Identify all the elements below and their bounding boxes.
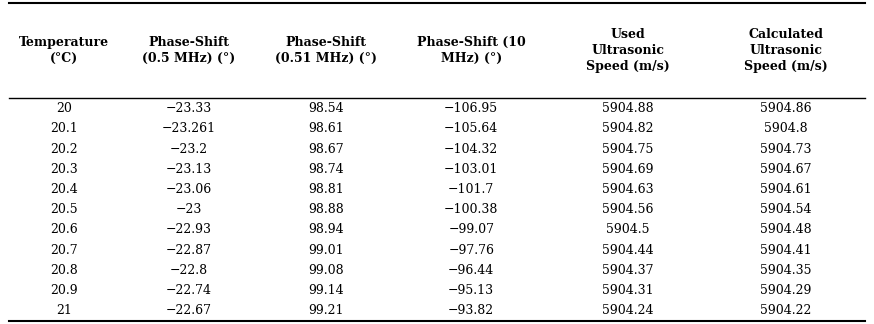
- Text: −104.32: −104.32: [444, 143, 498, 156]
- Text: 98.67: 98.67: [308, 143, 343, 156]
- Text: 5904.41: 5904.41: [760, 244, 812, 257]
- Text: 5904.75: 5904.75: [602, 143, 653, 156]
- Text: 5904.35: 5904.35: [760, 264, 812, 277]
- Text: 98.61: 98.61: [308, 122, 343, 135]
- Text: 99.14: 99.14: [308, 284, 343, 297]
- Text: −23.33: −23.33: [165, 102, 212, 115]
- Text: −23.261: −23.261: [162, 122, 216, 135]
- Text: 5904.24: 5904.24: [602, 304, 654, 317]
- Text: 98.88: 98.88: [308, 203, 343, 216]
- Text: −103.01: −103.01: [444, 163, 498, 176]
- Text: 5904.8: 5904.8: [764, 122, 808, 135]
- Text: −22.93: −22.93: [165, 223, 212, 236]
- Text: 5904.37: 5904.37: [602, 264, 654, 277]
- Text: Phase-Shift
(0.51 MHz) (°): Phase-Shift (0.51 MHz) (°): [274, 36, 377, 65]
- Text: 5904.69: 5904.69: [602, 163, 654, 176]
- Text: 20.3: 20.3: [51, 163, 79, 176]
- Text: Temperature
(°C): Temperature (°C): [19, 36, 109, 65]
- Text: 20.6: 20.6: [51, 223, 79, 236]
- Text: 20.9: 20.9: [51, 284, 79, 297]
- Text: 20.7: 20.7: [51, 244, 79, 257]
- Text: 99.21: 99.21: [308, 304, 343, 317]
- Text: −23.06: −23.06: [165, 183, 212, 196]
- Text: 98.94: 98.94: [308, 223, 343, 236]
- Text: 20.5: 20.5: [51, 203, 79, 216]
- Text: 5904.22: 5904.22: [760, 304, 812, 317]
- Text: 21: 21: [57, 304, 73, 317]
- Text: Used
Ultrasonic
Speed (m/s): Used Ultrasonic Speed (m/s): [586, 29, 669, 73]
- Text: −22.74: −22.74: [165, 284, 212, 297]
- Text: 5904.73: 5904.73: [760, 143, 812, 156]
- Text: −95.13: −95.13: [448, 284, 495, 297]
- Text: −100.38: −100.38: [444, 203, 498, 216]
- Text: −99.07: −99.07: [448, 223, 495, 236]
- Text: 98.81: 98.81: [308, 183, 343, 196]
- Text: 98.74: 98.74: [308, 163, 343, 176]
- Text: 20.4: 20.4: [51, 183, 79, 196]
- Text: 20.8: 20.8: [51, 264, 79, 277]
- Text: 20.2: 20.2: [51, 143, 79, 156]
- Text: 5904.5: 5904.5: [606, 223, 649, 236]
- Text: 20.1: 20.1: [51, 122, 79, 135]
- Text: 5904.56: 5904.56: [602, 203, 654, 216]
- Text: 5904.86: 5904.86: [760, 102, 812, 115]
- Text: 5904.88: 5904.88: [602, 102, 654, 115]
- Text: −101.7: −101.7: [448, 183, 495, 196]
- Text: 5904.82: 5904.82: [602, 122, 654, 135]
- Text: Phase-Shift
(0.5 MHz) (°): Phase-Shift (0.5 MHz) (°): [142, 36, 235, 65]
- Text: 99.08: 99.08: [308, 264, 343, 277]
- Text: 5904.31: 5904.31: [602, 284, 654, 297]
- Text: −23: −23: [176, 203, 202, 216]
- Text: 5904.29: 5904.29: [760, 284, 812, 297]
- Text: Calculated
Ultrasonic
Speed (m/s): Calculated Ultrasonic Speed (m/s): [744, 29, 828, 73]
- Text: −22.67: −22.67: [165, 304, 212, 317]
- Text: −23.2: −23.2: [170, 143, 208, 156]
- Text: 5904.54: 5904.54: [760, 203, 812, 216]
- Text: 99.01: 99.01: [308, 244, 343, 257]
- Text: −22.87: −22.87: [165, 244, 212, 257]
- Text: 5904.61: 5904.61: [760, 183, 812, 196]
- Text: −105.64: −105.64: [444, 122, 498, 135]
- Text: Phase-Shift (10
MHz) (°): Phase-Shift (10 MHz) (°): [417, 36, 525, 65]
- Text: 5904.48: 5904.48: [760, 223, 812, 236]
- Text: −23.13: −23.13: [165, 163, 212, 176]
- Text: −96.44: −96.44: [448, 264, 495, 277]
- Text: 5904.44: 5904.44: [602, 244, 654, 257]
- Text: 20: 20: [57, 102, 73, 115]
- Text: −106.95: −106.95: [444, 102, 498, 115]
- Text: 5904.67: 5904.67: [760, 163, 812, 176]
- Text: 98.54: 98.54: [308, 102, 343, 115]
- Text: −22.8: −22.8: [170, 264, 208, 277]
- Text: 5904.63: 5904.63: [602, 183, 654, 196]
- Text: −97.76: −97.76: [448, 244, 495, 257]
- Text: −93.82: −93.82: [448, 304, 495, 317]
